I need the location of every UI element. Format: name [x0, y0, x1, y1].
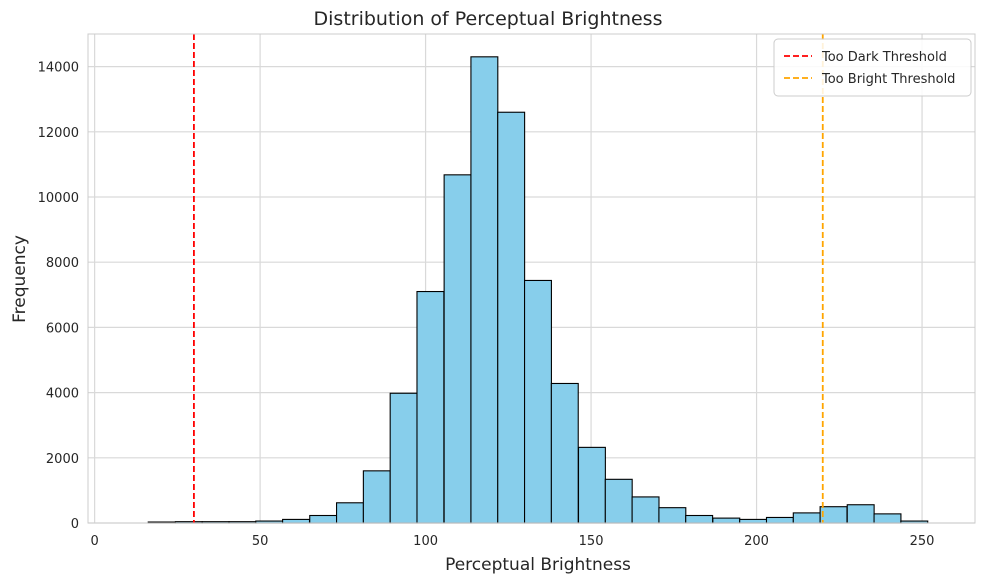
histogram-bar — [309, 514, 338, 524]
histogram-bar — [873, 513, 902, 524]
histogram-bar — [846, 504, 875, 524]
histogram-bar — [470, 56, 499, 524]
histogram-bar — [712, 517, 741, 524]
histogram-bar — [497, 111, 526, 524]
histogram-bar — [577, 446, 606, 524]
histogram-bar — [685, 514, 714, 524]
histogram-bar — [631, 496, 660, 524]
y-tick-label: 6000 — [46, 321, 79, 336]
x-tick-label: 150 — [579, 534, 604, 549]
x-tick-label: 0 — [90, 534, 98, 549]
histogram-bar — [604, 478, 633, 524]
y-tick-label: 12000 — [38, 126, 79, 141]
histogram-bar — [443, 174, 472, 524]
plot-frame — [87, 33, 976, 524]
histogram-bar — [819, 506, 848, 524]
histogram-bar — [523, 279, 552, 524]
histogram-bar — [416, 290, 445, 524]
histogram-bar — [765, 516, 794, 524]
threshold-layer — [193, 34, 824, 523]
histogram-bar — [792, 512, 821, 524]
x-tick-labels: 0 50 100 150 200 250 — [90, 534, 934, 549]
legend: Too Dark Threshold Too Bright Threshold — [773, 38, 972, 97]
histogram-bar — [282, 518, 311, 524]
y-tick-label: 4000 — [46, 387, 79, 402]
x-axis-label: Perceptual Brightness — [445, 555, 631, 575]
histogram-bar — [739, 518, 768, 524]
x-tick-label: 50 — [252, 534, 269, 549]
y-tick-label: 10000 — [38, 191, 79, 206]
histogram-bar — [389, 392, 418, 524]
y-axis-label: Frequency — [10, 235, 30, 323]
bars-layer — [147, 56, 929, 524]
y-tick-labels: 0 2000 4000 6000 8000 10000 12000 14000 — [38, 61, 79, 532]
histogram-bar — [658, 507, 687, 524]
y-tick-label: 2000 — [46, 452, 79, 467]
x-tick-label: 100 — [413, 534, 438, 549]
x-tick-label: 200 — [744, 534, 769, 549]
legend-label: Too Bright Threshold — [821, 72, 955, 87]
chart-title: Distribution of Perceptual Brightness — [314, 8, 663, 30]
histogram-bar — [550, 382, 579, 524]
y-tick-label: 0 — [71, 517, 79, 532]
y-tick-label: 14000 — [38, 61, 79, 76]
y-tick-label: 8000 — [46, 256, 79, 271]
legend-label: Too Dark Threshold — [821, 50, 947, 65]
legend-box — [773, 38, 972, 97]
histogram-bar — [362, 470, 391, 524]
histogram-bar — [336, 502, 364, 524]
x-tick-label: 250 — [910, 534, 935, 549]
